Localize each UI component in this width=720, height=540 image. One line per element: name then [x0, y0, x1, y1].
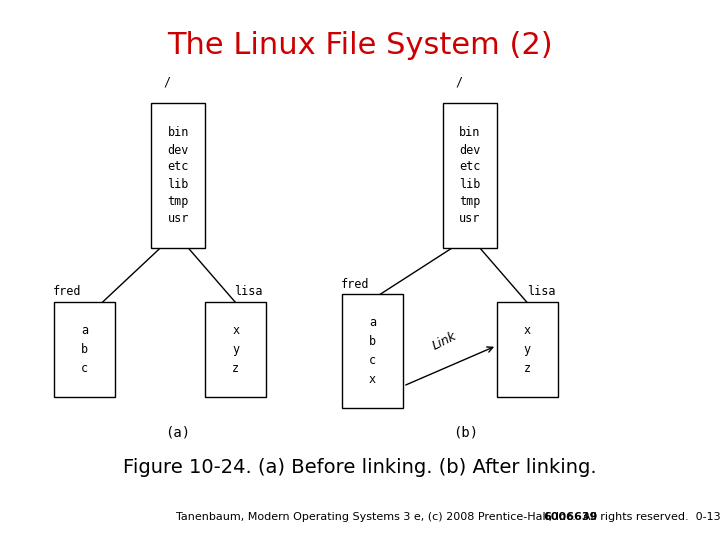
Text: lisa: lisa: [527, 285, 556, 298]
Text: bin
dev
etc
lib
tmp
usr: bin dev etc lib tmp usr: [459, 126, 480, 225]
Text: a
b
c: a b c: [81, 324, 88, 375]
Text: The Linux File System (2): The Linux File System (2): [167, 31, 553, 60]
Text: x
y
z: x y z: [233, 324, 239, 375]
Bar: [151, 103, 205, 248]
Bar: [205, 302, 266, 397]
Text: lisa: lisa: [234, 285, 263, 298]
Bar: [497, 302, 558, 397]
Text: Link: Link: [430, 329, 459, 353]
Text: x
y
z: x y z: [524, 324, 531, 375]
Text: fred: fred: [53, 285, 81, 298]
Text: (a): (a): [166, 425, 190, 439]
Text: Figure 10-24. (a) Before linking. (b) After linking.: Figure 10-24. (a) Before linking. (b) Af…: [123, 457, 597, 477]
Text: /: /: [455, 75, 462, 88]
Text: Tanenbaum, Modern Operating Systems 3 e, (c) 2008 Prentice-Hall, Inc.  All right: Tanenbaum, Modern Operating Systems 3 e,…: [176, 512, 720, 522]
Text: bin
dev
etc
lib
tmp
usr: bin dev etc lib tmp usr: [168, 126, 189, 225]
Text: fred: fred: [341, 278, 369, 291]
Bar: [342, 294, 403, 408]
Bar: [443, 103, 497, 248]
Text: 6006639: 6006639: [544, 512, 598, 522]
Text: a
b
c
x: a b c x: [369, 316, 376, 386]
Text: /: /: [163, 75, 171, 88]
Text: (b): (b): [454, 425, 478, 439]
Bar: [54, 302, 115, 397]
